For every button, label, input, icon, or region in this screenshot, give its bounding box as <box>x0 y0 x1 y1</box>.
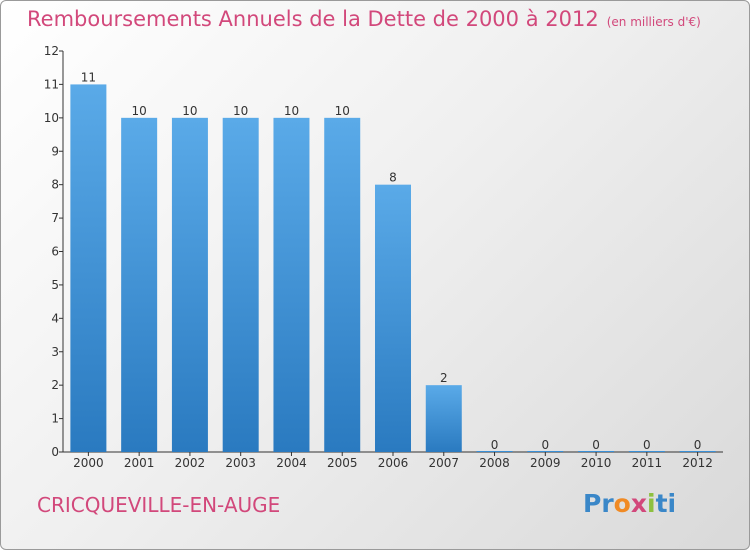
bar <box>171 117 208 452</box>
logo-letter: t <box>655 489 668 518</box>
logo-letter: P <box>583 489 602 518</box>
bar-value-label: 10 <box>182 104 197 118</box>
bar <box>425 385 462 452</box>
y-tick-label: 8 <box>51 178 59 192</box>
y-tick-label: 4 <box>51 311 59 325</box>
bar <box>628 451 665 452</box>
bar <box>273 117 310 452</box>
y-tick-label: 10 <box>44 111 59 125</box>
x-tick-label: 2002 <box>175 456 206 470</box>
bar-value-label: 11 <box>81 70 96 84</box>
bar-value-label: 0 <box>491 438 499 452</box>
x-tick-label: 2008 <box>479 456 510 470</box>
logo-letter: x <box>630 489 647 518</box>
bar-value-label: 10 <box>132 104 147 118</box>
y-tick-label: 11 <box>44 77 59 91</box>
title-text: Remboursements Annuels de la Dette de 20… <box>27 7 599 31</box>
bar-value-label: 10 <box>233 104 248 118</box>
y-tick-label: 6 <box>51 245 59 259</box>
y-tick-label: 1 <box>51 412 59 426</box>
logo-letter: r <box>601 489 614 518</box>
bar-value-label: 8 <box>389 171 397 185</box>
bar <box>324 117 361 452</box>
x-tick-label: 2004 <box>276 456 307 470</box>
logo-letter: i <box>647 489 656 518</box>
logo-letter: i <box>667 489 677 518</box>
bar <box>476 451 513 452</box>
x-tick-label: 2005 <box>327 456 358 470</box>
x-tick-label: 2007 <box>428 456 459 470</box>
bar-value-label: 0 <box>694 438 702 452</box>
y-tick-label: 0 <box>51 445 59 459</box>
bar-value-label: 0 <box>592 438 600 452</box>
place-name: CRICQUEVILLE-EN-AUGE <box>37 493 281 517</box>
bar <box>578 451 615 452</box>
bar <box>121 117 158 452</box>
x-tick-label: 2012 <box>682 456 713 470</box>
bar-value-label: 10 <box>335 104 350 118</box>
y-tick-label: 7 <box>51 211 59 225</box>
y-tick-label: 5 <box>51 278 59 292</box>
bar <box>679 451 716 452</box>
x-tick-label: 2003 <box>225 456 256 470</box>
bar <box>70 84 107 453</box>
bar <box>222 117 259 452</box>
x-tick-label: 2001 <box>124 456 155 470</box>
bar-value-label: 10 <box>284 104 299 118</box>
x-tick-label: 2010 <box>581 456 612 470</box>
chart-title: Remboursements Annuels de la Dette de 20… <box>27 7 701 31</box>
x-tick-label: 2009 <box>530 456 561 470</box>
x-tick-label: 2006 <box>378 456 409 470</box>
y-tick-label: 9 <box>51 144 59 158</box>
y-tick-label: 12 <box>44 44 59 58</box>
bar <box>527 451 564 452</box>
bar-value-label: 0 <box>541 438 549 452</box>
x-tick-label: 2011 <box>632 456 663 470</box>
bar <box>375 184 411 452</box>
logo-letter: o <box>613 489 631 518</box>
bar-value-label: 2 <box>440 371 448 385</box>
x-tick-label: 2000 <box>73 456 104 470</box>
y-tick-label: 3 <box>51 345 59 359</box>
unit-label: (en milliers d'€) <box>606 15 701 29</box>
y-tick-label: 2 <box>51 378 59 392</box>
bar-value-label: 0 <box>643 438 651 452</box>
proxiti-logo: Proxiti <box>583 489 676 518</box>
